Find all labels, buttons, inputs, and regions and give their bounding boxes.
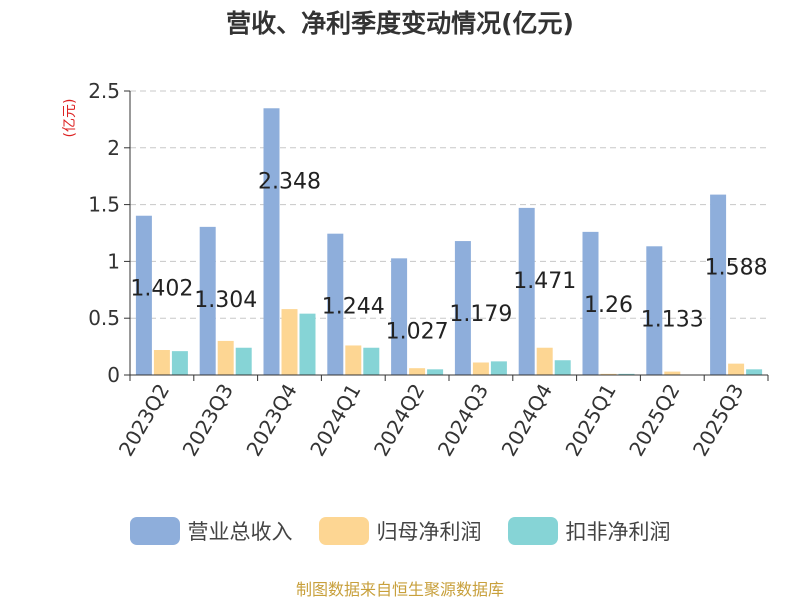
- y-tick-label: 1.5: [88, 193, 120, 217]
- x-tick-label: 2024Q2: [369, 380, 429, 461]
- bar-revenue[interactable]: [518, 207, 535, 375]
- bar-revenue[interactable]: [263, 108, 280, 375]
- legend-swatch-revenue: [129, 517, 180, 545]
- bar-revenue[interactable]: [710, 194, 727, 375]
- legend-label-revenue: 营业总收入: [187, 520, 293, 544]
- data-label: 1.179: [449, 302, 512, 327]
- x-tick-label: 2024Q1: [305, 380, 365, 461]
- data-label: 1.26: [584, 293, 633, 318]
- x-tick-label: 2025Q3: [688, 380, 748, 461]
- source-note: 制图数据来自恒生聚源数据库: [295, 580, 504, 599]
- y-tick-label: 0: [107, 363, 120, 387]
- bar-net-profit[interactable]: [472, 362, 489, 375]
- x-tick-label: 2023Q4: [241, 380, 301, 461]
- x-tick-label: 2024Q4: [497, 380, 557, 461]
- data-label: 1.471: [513, 269, 576, 294]
- legend-item-deducted-profit[interactable]: 扣非净利润: [507, 516, 671, 546]
- bar-net-profit[interactable]: [345, 345, 362, 375]
- bar-net-profit[interactable]: [409, 368, 426, 375]
- bar-revenue[interactable]: [454, 241, 471, 375]
- bar-net-profit[interactable]: [281, 309, 298, 375]
- legend-label-net-profit: 归母净利润: [376, 520, 482, 544]
- bar-net-profit[interactable]: [728, 363, 745, 375]
- bar-revenue[interactable]: [582, 231, 599, 375]
- bar-revenue[interactable]: [646, 246, 663, 375]
- bar-deducted-profit[interactable]: [171, 351, 188, 375]
- x-tick-label: 2023Q3: [178, 380, 238, 461]
- bar-deducted-profit[interactable]: [554, 360, 571, 375]
- y-axis-label: (亿元): [62, 99, 78, 138]
- bar-revenue[interactable]: [327, 233, 344, 375]
- y-tick-label: 2.5: [88, 79, 120, 103]
- data-label: 2.348: [258, 169, 321, 194]
- bar-deducted-profit[interactable]: [363, 347, 380, 375]
- data-label: 1.304: [194, 288, 257, 313]
- bar-deducted-profit[interactable]: [299, 313, 316, 375]
- bar-deducted-profit[interactable]: [618, 373, 635, 375]
- legend-swatch-deducted-profit: [507, 517, 558, 545]
- bar-deducted-profit[interactable]: [490, 361, 507, 375]
- legend-label-deducted-profit: 扣非净利润: [565, 520, 671, 544]
- bar-deducted-profit[interactable]: [746, 369, 763, 375]
- bar-net-profit[interactable]: [153, 350, 170, 375]
- legend-item-net-profit[interactable]: 归母净利润: [318, 516, 482, 546]
- y-tick-label: 1: [107, 249, 120, 273]
- y-tick-label: 0.5: [88, 306, 120, 330]
- legend: 营业总收入 归母净利润 扣非净利润: [0, 516, 800, 546]
- x-tick-label: 2023Q2: [114, 380, 174, 461]
- data-label: 1.588: [705, 256, 768, 281]
- chart-title: 营收、净利季度变动情况(亿元): [226, 9, 574, 38]
- bar-net-profit[interactable]: [664, 371, 681, 375]
- data-label: 1.027: [386, 319, 449, 344]
- x-tick-label: 2025Q1: [560, 380, 620, 461]
- y-tick-label: 2: [107, 136, 120, 160]
- x-tick-label: 2024Q3: [433, 380, 493, 461]
- bar-revenue[interactable]: [135, 215, 152, 375]
- bar-revenue[interactable]: [391, 258, 408, 375]
- bar-revenue[interactable]: [199, 226, 216, 375]
- data-label: 1.244: [322, 295, 385, 320]
- bar-net-profit[interactable]: [217, 340, 234, 375]
- bar-deducted-profit[interactable]: [235, 347, 252, 375]
- bar-net-profit[interactable]: [600, 373, 617, 375]
- data-label: 1.133: [641, 307, 704, 332]
- legend-swatch-net-profit: [318, 517, 369, 545]
- data-label: 1.402: [130, 277, 193, 302]
- bar-deducted-profit[interactable]: [427, 369, 444, 375]
- legend-item-revenue[interactable]: 营业总收入: [129, 516, 293, 546]
- bar-net-profit[interactable]: [536, 347, 553, 375]
- x-tick-label: 2025Q2: [624, 380, 684, 461]
